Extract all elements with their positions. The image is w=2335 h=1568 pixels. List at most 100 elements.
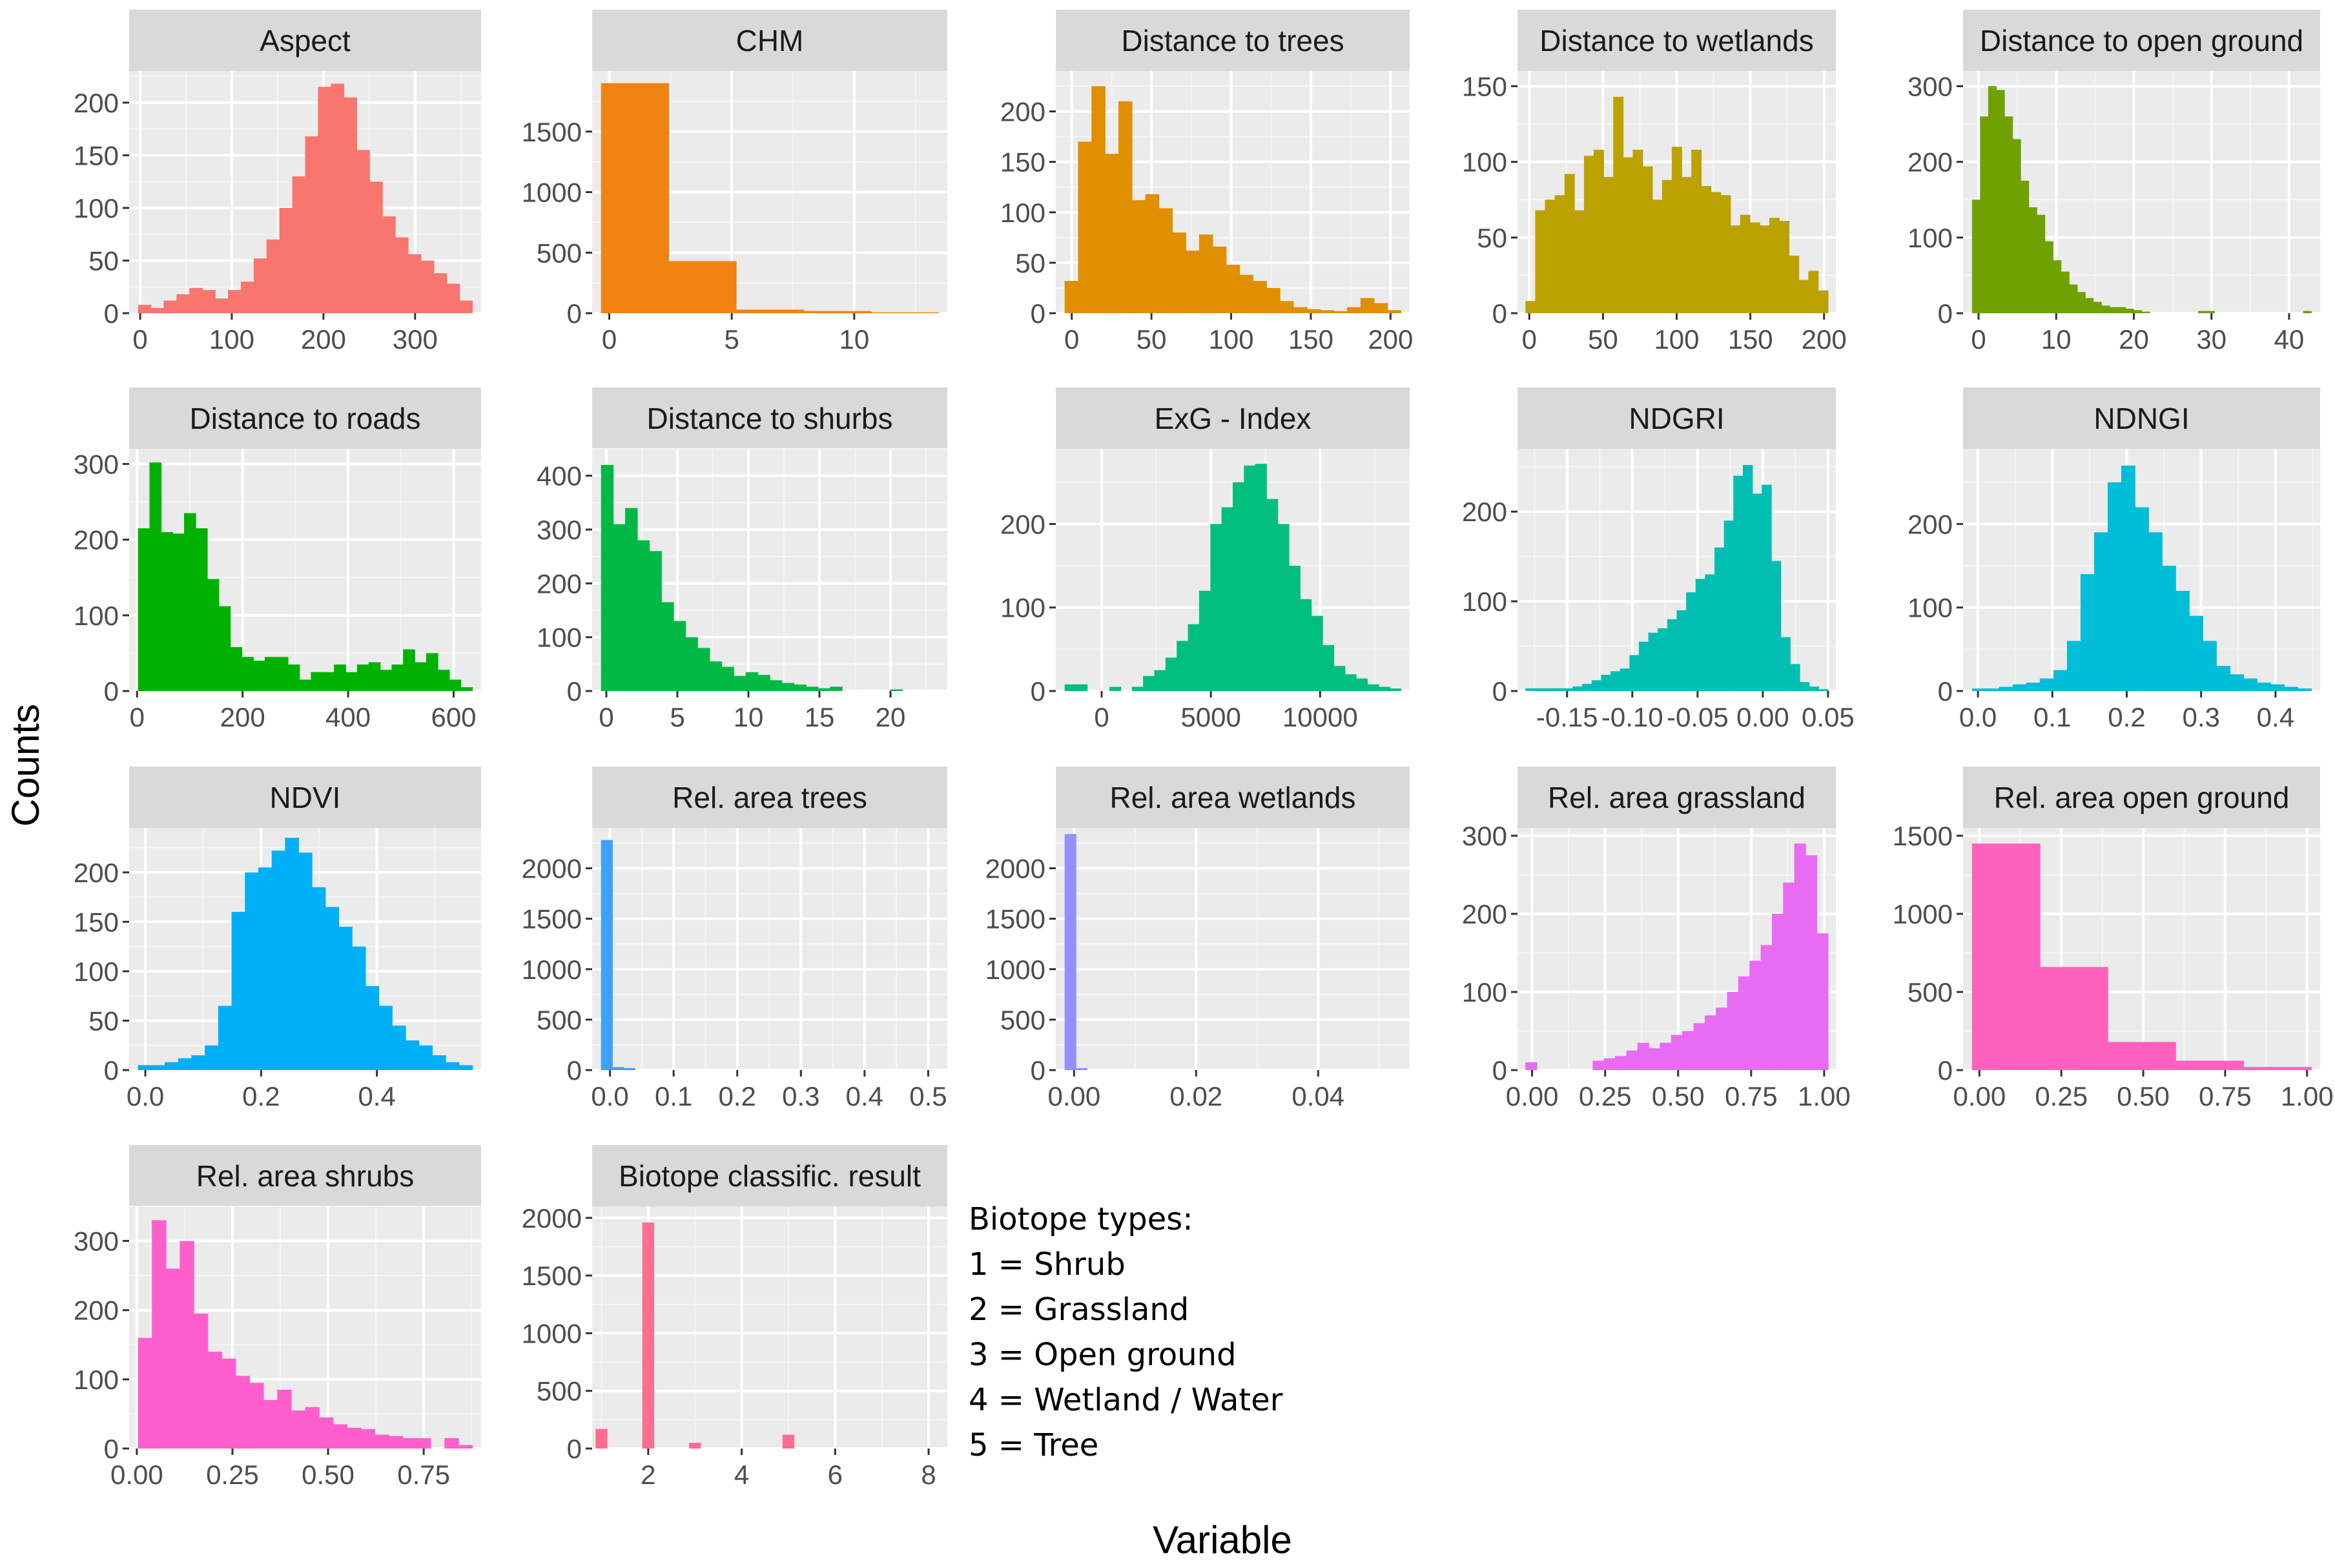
y-tick-label: 0	[1492, 676, 1507, 707]
histogram-bar	[2141, 311, 2150, 313]
histogram-bar	[1723, 521, 1734, 691]
y-tick-label: 2000	[522, 854, 582, 884]
histogram-bar	[1373, 303, 1388, 313]
histogram-bar	[178, 1058, 192, 1070]
x-tick-label: 0.25	[1579, 1081, 1632, 1111]
histogram-bar	[1667, 619, 1678, 691]
histogram-bar	[1818, 290, 1829, 313]
histogram-bar	[1676, 610, 1687, 691]
facet-distance-to-trees: Distance to trees 0 50 100 150 200 0 50 100 150 20…	[1000, 10, 1413, 355]
y-tick-label: 300	[537, 515, 582, 545]
x-tick-label: 0.1	[2033, 702, 2071, 732]
histogram-bar	[1760, 945, 1773, 1070]
histogram-bar	[1592, 1060, 1605, 1070]
histogram-bar	[163, 300, 178, 313]
histogram-bar	[709, 661, 723, 691]
histogram-bar	[1603, 177, 1614, 313]
histogram-bar	[1158, 208, 1173, 313]
x-tick-label: 10000	[1282, 702, 1358, 732]
histogram-bar	[1188, 624, 1200, 691]
histogram-bar	[331, 83, 345, 313]
histogram-bar	[1701, 186, 1712, 313]
histogram-bar	[152, 1220, 167, 1449]
histogram-bar	[1574, 210, 1585, 313]
x-tick-label: 0.00	[110, 1460, 163, 1490]
histogram-bar	[458, 1065, 473, 1070]
histogram-bar	[1740, 214, 1751, 313]
histogram-bar	[311, 887, 326, 1070]
facet-aspect: Aspect 0 100 200 300 0 50 100 150 200	[74, 10, 481, 355]
histogram-bar	[2061, 271, 2070, 313]
histogram-bar	[2162, 566, 2176, 691]
facet-strip	[592, 387, 947, 449]
histogram-bar	[1711, 192, 1722, 313]
histogram-bar	[1626, 1050, 1638, 1070]
histogram-bar	[1355, 678, 1368, 691]
histogram-bar	[1799, 682, 1810, 691]
histogram-bar	[2176, 1060, 2244, 1070]
histogram-bar	[1300, 599, 1312, 691]
y-tick-label: 500	[537, 1376, 582, 1407]
y-tick-label: 500	[537, 1005, 582, 1035]
histogram-bar	[1783, 882, 1795, 1070]
x-tick-label: 0.04	[1291, 1081, 1344, 1111]
x-tick-label: 0	[602, 324, 617, 355]
histogram-bar	[1808, 271, 1819, 313]
histogram-bar	[1165, 657, 1178, 691]
histogram-bar	[311, 672, 324, 691]
histogram-bar	[240, 282, 254, 313]
x-tick-label: 0.50	[1652, 1081, 1705, 1111]
histogram-bar	[215, 298, 229, 313]
histogram-bar	[277, 1389, 292, 1449]
y-tick-label: 100	[1908, 593, 1953, 623]
histogram-bar	[1661, 180, 1672, 313]
histogram-bar	[1693, 1023, 1705, 1070]
histogram-bar	[689, 1443, 701, 1449]
facet-strip	[1963, 387, 2320, 449]
histogram-bar	[2134, 507, 2149, 691]
histogram-bar	[1727, 992, 1739, 1070]
histogram-bar	[230, 647, 243, 691]
y-tick-label: 200	[1000, 97, 1045, 127]
histogram-bar	[318, 87, 332, 313]
histogram-bar	[191, 1055, 205, 1070]
histogram-bar	[360, 1429, 376, 1449]
y-tick-label: 0	[1492, 298, 1507, 329]
y-tick-label: 100	[1462, 977, 1507, 1007]
histogram-bar	[380, 670, 393, 691]
x-tick-label: 50	[1137, 324, 1167, 355]
histogram-bar	[1226, 265, 1240, 313]
histogram-bar	[392, 1026, 406, 1070]
x-tick-label: 0.5	[909, 1081, 947, 1111]
histogram-bar	[149, 462, 162, 691]
histogram-bar	[2189, 615, 2203, 691]
x-tick-label: 0.00	[1953, 1081, 2006, 1111]
facet-ndgri: NDGRI -0.15 -0.10 -0.05 0.00 0.05 0 100 200	[1462, 387, 1855, 732]
facet-strip	[1056, 767, 1410, 828]
x-tick-label: 4	[734, 1460, 749, 1490]
histogram-bar	[207, 579, 220, 691]
histogram-bar	[347, 1427, 362, 1449]
histogram-bar	[405, 1040, 420, 1070]
y-tick-label: 300	[1908, 71, 1953, 101]
histogram-bar	[1999, 686, 2013, 691]
x-tick-label: 0.05	[1802, 702, 1855, 732]
facet-ndvi: NDVI 0.0 0.2 0.4 0 50 100 150 200	[74, 767, 481, 1111]
histogram-bar	[668, 261, 737, 313]
y-tick-label: 200	[1462, 497, 1507, 527]
histogram-bar	[1615, 1056, 1627, 1070]
histogram-bar	[1177, 641, 1189, 691]
histogram-bar	[1212, 246, 1227, 313]
histogram-bar	[1610, 671, 1621, 691]
y-tick-label: 200	[1000, 509, 1045, 539]
x-tick-label: 0.4	[358, 1081, 395, 1111]
histogram-bar	[1671, 1035, 1683, 1070]
histogram-bar	[1971, 843, 2041, 1070]
histogram-bar	[2230, 674, 2244, 691]
histogram-bar	[685, 637, 698, 691]
histogram-bar	[1306, 309, 1321, 313]
histogram-bar	[1749, 960, 1762, 1070]
histogram-bar	[319, 1417, 334, 1449]
histogram-bar	[276, 657, 289, 691]
x-tick-label: 0.1	[655, 1081, 692, 1111]
